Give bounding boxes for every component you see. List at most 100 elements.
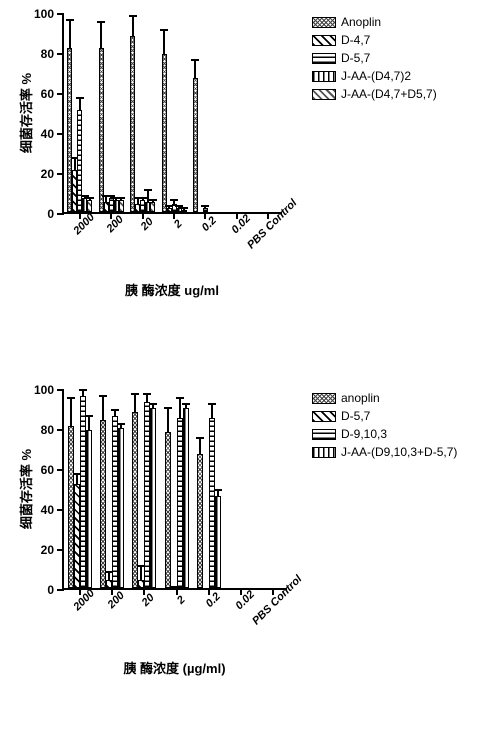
error-cap (97, 21, 105, 23)
bar-chart: 020406080100细菌存活率 %20002002020.20.02PBS … (0, 12, 501, 332)
y-tick-label: 80 (41, 47, 54, 61)
error-bar (185, 403, 187, 409)
bar (165, 432, 171, 588)
bar (119, 200, 124, 212)
legend-item: J-AA-(D9,10,3+D-5,7) (312, 444, 457, 460)
legend-label: D-9,10,3 (341, 427, 387, 441)
legend-swatch (312, 393, 336, 404)
y-tick-label: 0 (47, 207, 54, 221)
error-bar (132, 15, 134, 37)
y-tick-label: 20 (41, 167, 54, 181)
y-tick (57, 173, 64, 175)
error-cap (214, 489, 222, 491)
x-tick-label: 0.2 (200, 215, 219, 234)
error-cap (129, 15, 137, 17)
x-tick-label: 2 (174, 594, 187, 607)
error-bar (140, 565, 142, 581)
x-axis-title: 胰 酶浓度 (µg/ml) (123, 658, 225, 677)
error-cap (144, 189, 152, 191)
plot-area: 020406080100细菌存活率 %20002002020.20.02PBS … (62, 14, 282, 214)
error-cap (170, 199, 178, 201)
x-tick-label: 2000 (71, 587, 97, 613)
y-tick-label: 40 (41, 127, 54, 141)
error-bar (82, 389, 84, 397)
x-tick-label: 2 (172, 218, 185, 231)
error-bar (152, 403, 154, 409)
y-tick-label: 100 (34, 7, 54, 21)
error-cap (67, 397, 75, 399)
y-tick (57, 213, 64, 215)
x-tick-label: 0.02 (229, 212, 253, 236)
y-tick (57, 13, 64, 15)
legend-label: D-4,7 (341, 33, 370, 47)
error-bar (74, 157, 76, 171)
error-bar (167, 407, 169, 433)
x-tick-label: 0.2 (203, 591, 222, 610)
error-bar (194, 59, 196, 79)
error-cap (139, 197, 147, 199)
error-bar (183, 207, 185, 211)
legend-swatch (312, 17, 336, 28)
bar (150, 202, 155, 212)
error-bar (76, 473, 78, 485)
x-tick-label: 2000 (71, 211, 97, 237)
legend-swatch (312, 89, 336, 100)
error-cap (208, 403, 216, 405)
bar (86, 430, 92, 588)
bar (118, 428, 124, 588)
legend-item: D-5,7 (312, 408, 457, 424)
error-bar (100, 21, 102, 49)
y-tick (57, 429, 64, 431)
legend-label: D-5,7 (341, 51, 370, 65)
y-tick (57, 389, 64, 391)
error-bar (199, 437, 201, 455)
error-bar (88, 415, 90, 431)
y-tick (57, 469, 64, 471)
legend-item: D-4,7 (312, 32, 437, 48)
error-bar (204, 205, 206, 209)
error-bar (70, 397, 72, 427)
bar (150, 408, 156, 588)
y-tick-label: 20 (41, 543, 54, 557)
legend-swatch (312, 53, 336, 64)
error-cap (85, 415, 93, 417)
y-tick-label: 80 (41, 423, 54, 437)
x-tick-label: PBS Control (250, 573, 304, 627)
error-cap (79, 389, 87, 391)
error-bar (89, 197, 91, 201)
y-tick-label: 0 (47, 583, 54, 597)
y-axis-title: 细菌存活率 % (16, 73, 35, 153)
y-tick-label: 100 (34, 383, 54, 397)
error-cap (176, 397, 184, 399)
error-cap (160, 29, 168, 31)
error-bar (120, 197, 122, 201)
legend-label: J-AA-(D4,7+D5,7) (341, 87, 437, 101)
legend-item: anoplin (312, 390, 457, 406)
error-bar (134, 393, 136, 413)
legend-label: anoplin (341, 391, 380, 405)
legend-item: D-5,7 (312, 50, 437, 66)
error-cap (196, 437, 204, 439)
legend-item: J-AA-(D4,7+D5,7) (312, 86, 437, 102)
error-bar (152, 199, 154, 203)
bar (130, 36, 135, 212)
plot-area: 020406080100细菌存活率 %20002002020.20.02PBS … (62, 390, 287, 590)
y-tick-label: 60 (41, 463, 54, 477)
error-cap (117, 197, 125, 199)
error-bar (114, 409, 116, 417)
error-bar (179, 397, 181, 419)
y-tick-label: 40 (41, 503, 54, 517)
legend-item: J-AA-(D4,7)2 (312, 68, 437, 84)
bar (193, 78, 198, 212)
error-bar (146, 393, 148, 403)
y-tick (57, 509, 64, 511)
x-tick-label: 200 (105, 214, 126, 235)
error-cap (149, 403, 157, 405)
error-cap (149, 199, 157, 201)
error-bar (108, 571, 110, 581)
legend-label: J-AA-(D4,7)2 (341, 69, 411, 83)
error-bar (102, 395, 104, 421)
legend-item: Anoplin (312, 14, 437, 30)
legend-swatch (312, 429, 336, 440)
y-tick-label: 60 (41, 87, 54, 101)
